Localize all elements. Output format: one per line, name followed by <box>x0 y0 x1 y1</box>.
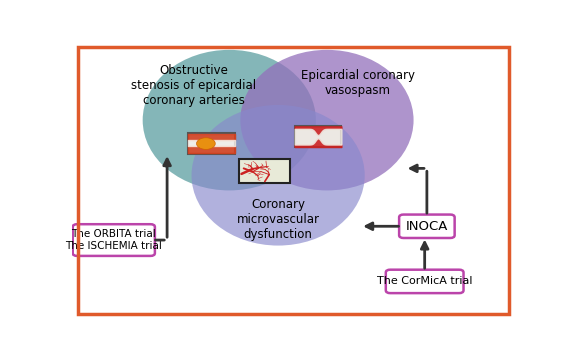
Text: The CorMicA trial: The CorMicA trial <box>377 276 472 286</box>
Text: Obstructive
stenosis of epicardial
coronary arteries: Obstructive stenosis of epicardial coron… <box>131 64 256 107</box>
Text: Epicardial coronary
vasospasm: Epicardial coronary vasospasm <box>301 69 415 97</box>
Ellipse shape <box>191 105 365 246</box>
FancyBboxPatch shape <box>73 224 155 256</box>
Text: The ORBITA trial
The ISCHEMIA trial: The ORBITA trial The ISCHEMIA trial <box>65 229 162 251</box>
Bar <box>295 126 342 147</box>
Ellipse shape <box>241 50 414 190</box>
Bar <box>240 159 291 183</box>
Ellipse shape <box>143 50 316 190</box>
Wedge shape <box>197 138 215 149</box>
Bar <box>188 133 235 154</box>
Text: INOCA: INOCA <box>406 220 448 233</box>
Text: Coronary
microvascular
dysfunction: Coronary microvascular dysfunction <box>237 198 320 241</box>
FancyBboxPatch shape <box>386 270 464 293</box>
FancyBboxPatch shape <box>399 214 454 238</box>
